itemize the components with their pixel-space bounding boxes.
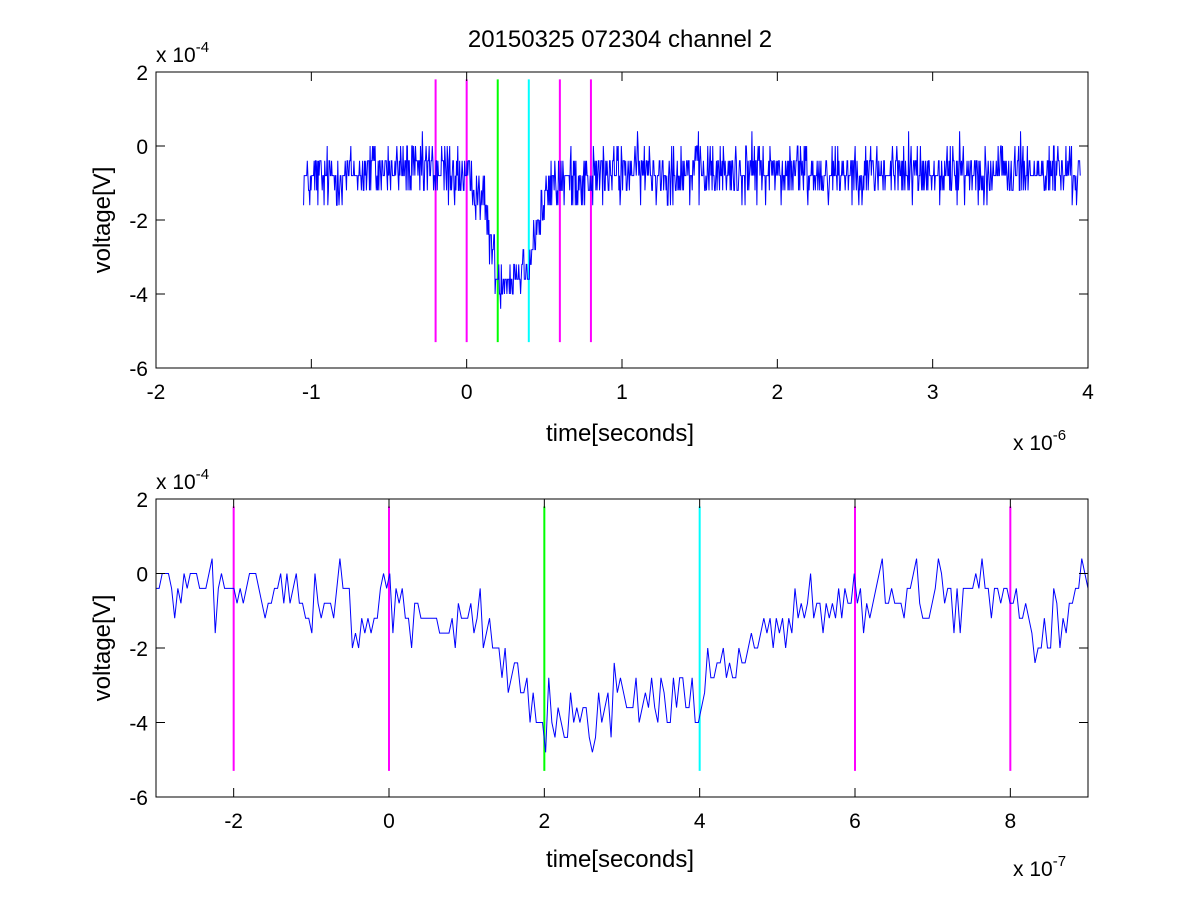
bottom-x-exponent-base: x 10 — [1013, 858, 1053, 881]
top-y-tick-label: -6 — [129, 358, 148, 381]
top-x-tick-label: -1 — [302, 381, 321, 404]
top-x-tick-label: -2 — [147, 381, 166, 404]
bottom-y-tick-label: -6 — [129, 787, 148, 810]
bottom-x-tick-label: 2 — [538, 810, 550, 833]
top-y-tick-label: -2 — [129, 210, 148, 233]
top-x-exponent-base: x 10 — [1013, 432, 1053, 455]
bottom-x-axis-label: time[seconds] — [546, 846, 694, 873]
bottom-y-tick-label: 0 — [136, 564, 148, 587]
top-x-axis-label: time[seconds] — [546, 420, 694, 447]
bottom-x-exponent-power: -7 — [1053, 853, 1066, 870]
top-x-tick-label: 2 — [771, 381, 783, 404]
top-signal-trace — [303, 131, 1081, 309]
top-x-tick-label: 0 — [461, 381, 473, 404]
top-x-tick-label: 4 — [1082, 381, 1094, 404]
top-subplot-title: 20150325 072304 channel 2 — [468, 26, 772, 53]
top-x-tick-label: 3 — [927, 381, 939, 404]
bottom-x-ticks: -2 0 2 4 6 8 — [224, 499, 1016, 833]
bottom-y-exponent: x 10-4 — [156, 466, 209, 494]
top-y-exponent: x 10-4 — [156, 39, 209, 67]
bottom-x-exponent: x 10-7 — [1013, 853, 1066, 881]
top-x-tick-label: 1 — [616, 381, 628, 404]
bottom-y-tick-label: -2 — [129, 638, 148, 661]
bottom-event-markers — [232, 506, 1012, 771]
bottom-y-axis-label: voltage[V] — [89, 595, 116, 702]
bottom-y-ticks: -6 -4 -2 0 2 — [129, 489, 1088, 810]
top-x-exponent: x 10-6 — [1013, 427, 1066, 455]
bottom-x-tick-label: -2 — [224, 810, 243, 833]
top-subplot: 20150325 072304 channel 2 -2 -1 0 1 2 3 4 -6 -4… — [89, 26, 1094, 455]
top-y-tick-label: 0 — [136, 136, 148, 159]
bottom-x-tick-label: 6 — [849, 810, 861, 833]
bottom-x-tick-label: 0 — [383, 810, 395, 833]
bottom-y-tick-label: -4 — [129, 713, 148, 736]
top-signal-trace-group — [303, 131, 1081, 309]
bottom-subplot: -2 0 2 4 6 8 -6 -4 -2 0 2 time[seconds] voltage[V… — [89, 466, 1089, 881]
top-y-exponent-base: x 10 — [156, 44, 196, 67]
top-event-markers — [434, 79, 592, 343]
bottom-signal-trace — [156, 558, 1089, 753]
bottom-y-exponent-base: x 10 — [156, 471, 196, 494]
bottom-x-tick-label: 8 — [1004, 810, 1016, 833]
top-y-ticks: -6 -4 -2 0 2 — [129, 62, 1088, 381]
top-x-ticks: -2 -1 0 1 2 3 4 — [147, 72, 1094, 404]
bottom-y-tick-label: 2 — [136, 489, 148, 512]
top-y-tick-label: -4 — [129, 284, 148, 307]
bottom-signal-trace-group — [156, 558, 1089, 753]
top-y-exponent-power: -4 — [196, 39, 209, 56]
top-y-tick-label: 2 — [136, 62, 148, 85]
top-y-axis-label: voltage[V] — [89, 167, 116, 274]
bottom-x-tick-label: 4 — [694, 810, 706, 833]
top-x-exponent-power: -6 — [1053, 427, 1066, 444]
bottom-y-exponent-power: -4 — [196, 466, 209, 483]
